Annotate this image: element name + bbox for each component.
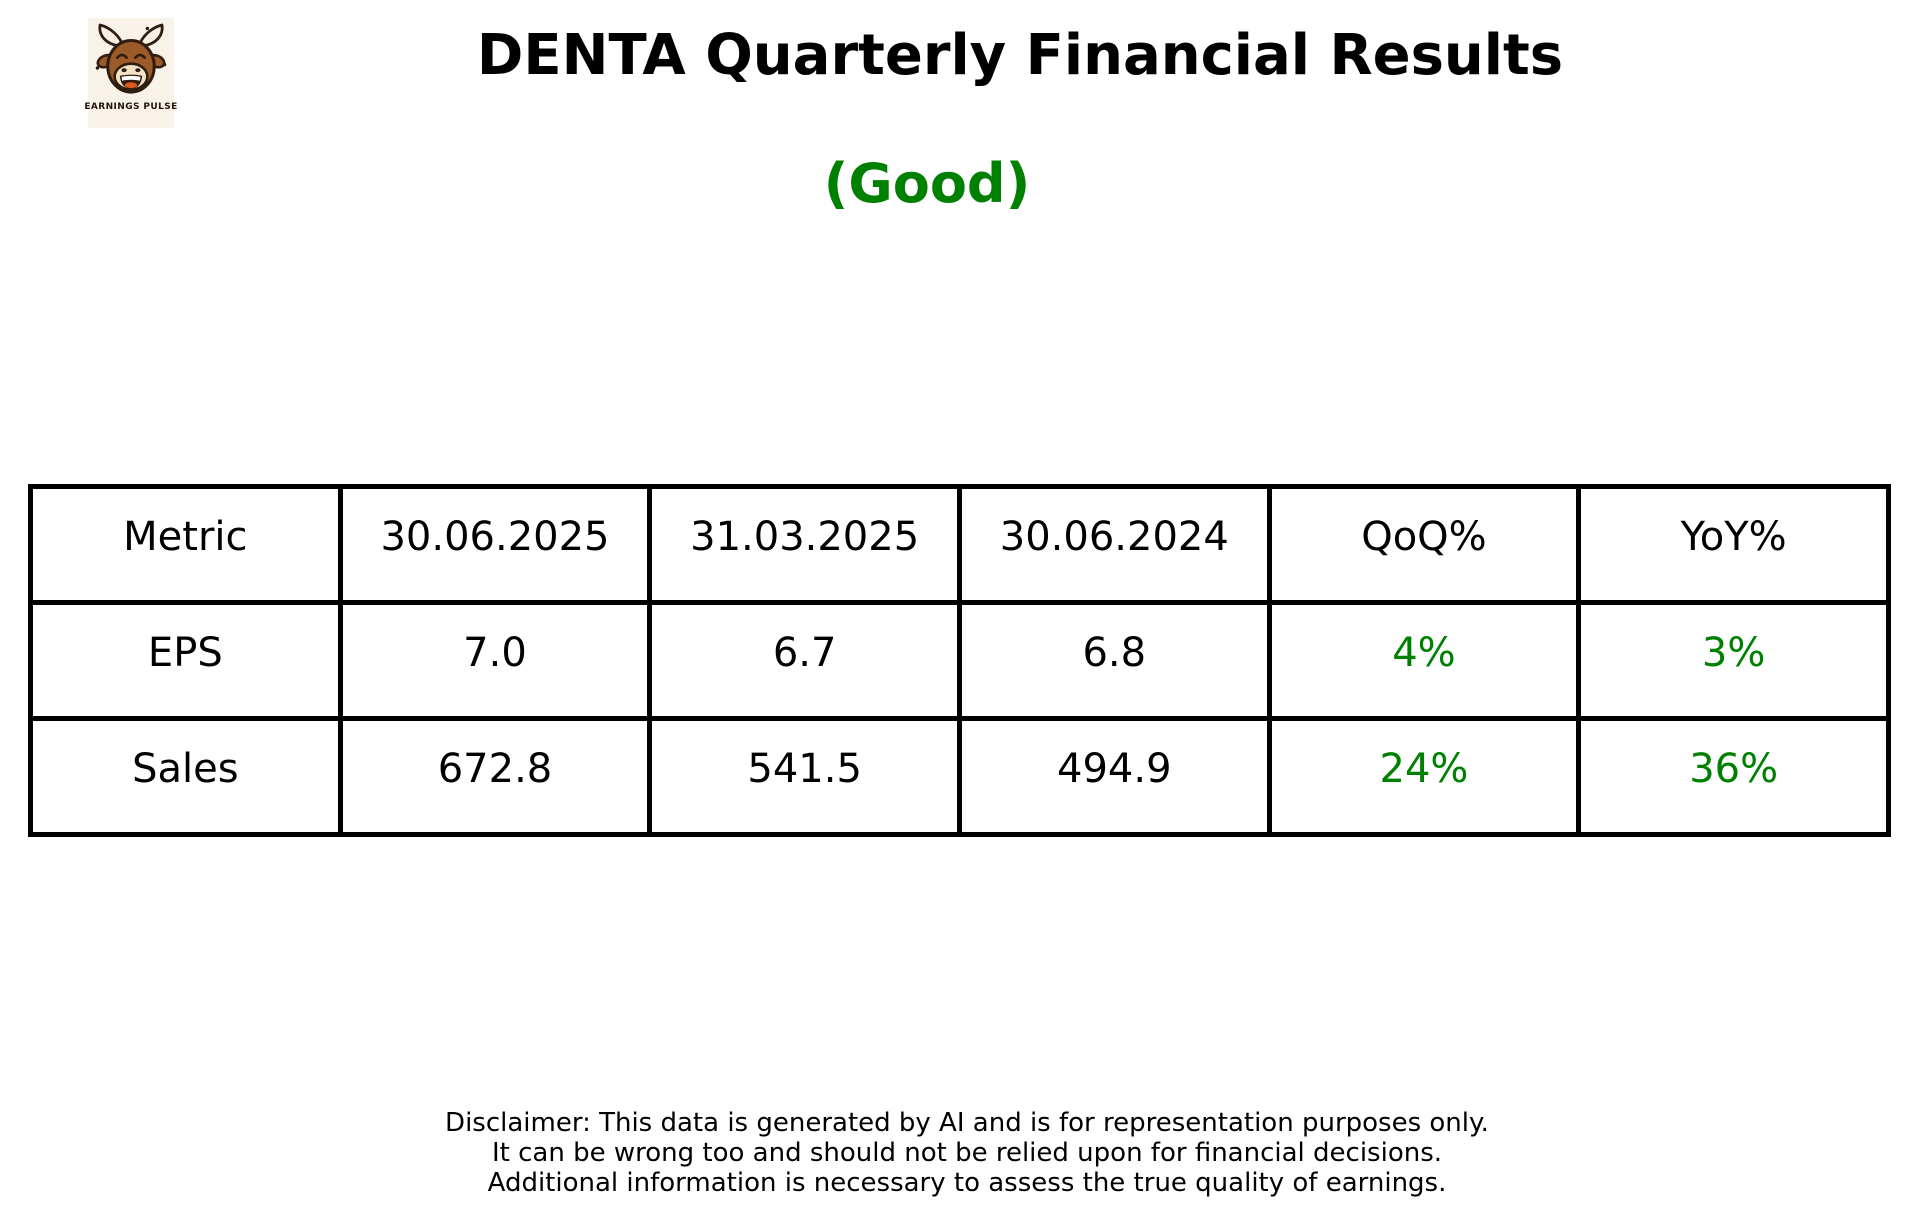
- table-row: Sales 672.8 541.5 494.9 24% 36%: [28, 716, 1891, 837]
- qoq-cell: 24%: [1266, 716, 1582, 837]
- value-cell: 494.9: [956, 716, 1272, 837]
- page-title: DENTA Quarterly Financial Results: [476, 23, 1564, 88]
- verdict-label: (Good): [823, 152, 1031, 215]
- table-row: EPS 7.0 6.7 6.8 4% 3%: [28, 600, 1891, 721]
- value-cell: 6.7: [647, 600, 962, 721]
- metric-cell: EPS: [28, 600, 343, 721]
- yoy-cell: 3%: [1576, 600, 1891, 721]
- value-cell: 7.0: [337, 600, 653, 721]
- qoq-cell: 4%: [1266, 600, 1582, 721]
- results-table: Metric 30.06.2025 31.03.2025 30.06.2024 …: [28, 484, 1891, 837]
- bull-logo-icon: [88, 18, 174, 105]
- brand-text: EARNINGS PULSE: [84, 102, 178, 112]
- earnings-pulse-logo: EARNINGS PULSE: [84, 18, 177, 128]
- disclaimer-line: Additional information is necessary to a…: [487, 1168, 1447, 1198]
- header-cell-metric: Metric: [28, 484, 343, 605]
- header-cell-q-yearago: 30.06.2024: [956, 484, 1272, 605]
- value-cell: 541.5: [647, 716, 962, 837]
- disclaimer: Disclaimer: This data is generated by AI…: [310, 1108, 1624, 1198]
- header-cell-q-prev: 31.03.2025: [647, 484, 962, 605]
- metric-cell: Sales: [28, 716, 343, 837]
- header-cell-q-current: 30.06.2025: [337, 484, 653, 605]
- disclaimer-line: Disclaimer: This data is generated by AI…: [445, 1108, 1489, 1138]
- table-header-row: Metric 30.06.2025 31.03.2025 30.06.2024 …: [28, 484, 1891, 605]
- yoy-cell: 36%: [1576, 716, 1891, 837]
- value-cell: 6.8: [956, 600, 1272, 721]
- header-cell-qoq: QoQ%: [1266, 484, 1582, 605]
- value-cell: 672.8: [337, 716, 653, 837]
- disclaimer-line: It can be wrong too and should not be re…: [491, 1138, 1443, 1168]
- header-cell-yoy: YoY%: [1576, 484, 1891, 605]
